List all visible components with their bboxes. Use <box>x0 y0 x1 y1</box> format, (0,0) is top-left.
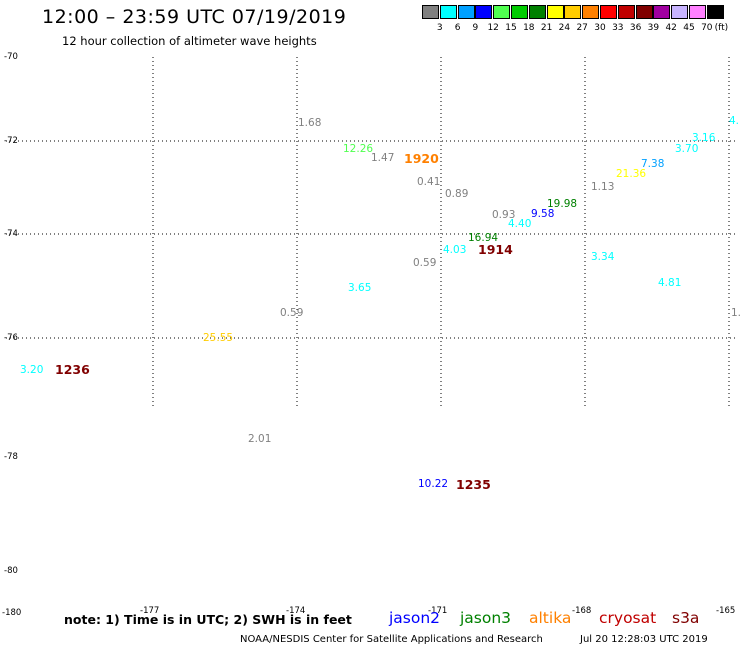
pass-time-label: 1920 <box>404 151 439 166</box>
wave-height-obs: 4. <box>729 115 740 127</box>
legend-swatch <box>439 5 457 19</box>
wave-height-obs: 0.93 <box>492 209 516 221</box>
wave-height-obs: 25.55 <box>203 332 234 344</box>
latitude-label: -76 <box>4 333 18 343</box>
wave-height-obs: 0.89 <box>445 188 469 200</box>
wave-height-obs: 1.47 <box>371 152 395 164</box>
wave-height-obs: 0.59 <box>413 257 437 269</box>
wave-height-obs: 19.98 <box>547 198 578 210</box>
pass-time-label: 1236 <box>55 362 90 377</box>
legend-label: 18 <box>523 23 535 33</box>
legend-swatch <box>671 5 689 19</box>
satellite-cryosat: cryosat <box>599 609 657 627</box>
legend-label: 24 <box>558 23 571 33</box>
legend-label: 21 <box>540 23 553 33</box>
chart-subtitle: 12 hour collection of altimeter wave hei… <box>62 34 317 48</box>
wave-height-obs: 4.03 <box>443 244 467 256</box>
wave-height-obs: 10.22 <box>418 478 449 490</box>
wave-height-obs: 16.94 <box>468 232 499 244</box>
legend-swatch <box>546 5 564 19</box>
wave-height-obs: 0.59 <box>280 307 304 319</box>
wave-height-obs: 21.36 <box>616 168 647 180</box>
legend-swatch <box>635 5 653 19</box>
legend-swatch <box>600 5 617 19</box>
pass-time-label: 1235 <box>456 477 491 492</box>
legend-swatch <box>706 5 724 19</box>
latitude-label: -78 <box>4 452 18 462</box>
satellite-altika: altika <box>529 609 572 627</box>
legend-swatch <box>511 5 528 19</box>
legend-label: 33 <box>612 23 624 33</box>
longitude-label: -165 <box>716 606 736 616</box>
legend-label: 39 <box>647 23 660 33</box>
legend-swatch <box>617 5 635 19</box>
legend-label: 9 <box>472 23 479 33</box>
longitude-label: -168 <box>572 606 592 616</box>
legend-label: 45 <box>683 23 695 33</box>
legend-label: 6 <box>454 23 461 33</box>
legend-swatch <box>689 5 706 19</box>
wave-height-obs: 2.01 <box>248 433 272 445</box>
legend-swatch <box>493 5 511 19</box>
legend-swatch <box>653 5 671 19</box>
legend-label: 12 <box>487 23 499 33</box>
longitude-label: -171 <box>428 606 448 616</box>
wave-height-obs: 0.41 <box>417 176 441 188</box>
legend-swatch <box>457 5 475 19</box>
legend-swatch <box>528 5 546 19</box>
longitude-label: -177 <box>140 606 160 616</box>
legend-swatch <box>475 5 493 19</box>
units-note: note: 1) Time is in UTC; 2) SWH is in fe… <box>64 612 352 627</box>
longitude-label: -180 <box>2 608 22 618</box>
wave-height-obs: 3.16 <box>692 132 716 144</box>
latitude-label: -74 <box>4 229 18 239</box>
satellite-s3a: s3a <box>672 609 700 627</box>
legend-unit: (ft) <box>714 23 729 33</box>
wave-height-obs: 3.34 <box>591 251 615 263</box>
wave-height-obs: 3.70 <box>675 143 699 155</box>
pass-time-label: 1914 <box>478 242 513 257</box>
wave-height-obs: 3.65 <box>348 282 372 294</box>
legend-swatch <box>422 5 439 19</box>
legend-label: 42 <box>665 23 677 33</box>
wave-height-obs: 1. <box>731 307 740 319</box>
satellite-jason3: jason3 <box>460 609 512 627</box>
legend-label: 15 <box>505 23 517 33</box>
longitude-label: -174 <box>286 606 306 616</box>
wave-height-obs: 12.26 <box>343 143 374 155</box>
legend-label: 36 <box>629 23 642 33</box>
legend-label: 3 <box>436 23 443 33</box>
wave-height-obs: 4.81 <box>658 277 682 289</box>
legend-label: 27 <box>576 23 588 33</box>
wave-height-obs: 1.68 <box>298 117 322 129</box>
wave-height-obs: 4.40 <box>508 218 532 230</box>
chart-title: 12:00 – 23:59 UTC 07/19/2019 <box>42 6 347 28</box>
credit-line: NOAA/NESDIS Center for Satellite Applica… <box>240 634 543 645</box>
wave-height-obs: 1.13 <box>591 181 615 193</box>
legend-label: 70 <box>701 23 713 33</box>
legend-swatch <box>564 5 582 19</box>
latitude-label: -80 <box>4 566 18 576</box>
latitude-label: -70 <box>4 52 18 62</box>
wave-height-obs: 3.20 <box>20 364 44 376</box>
wave-height-obs: 7.38 <box>641 158 665 170</box>
wave-height-obs: 9.58 <box>531 208 555 220</box>
legend-label: 30 <box>594 23 606 33</box>
satellite-jason2: jason2 <box>389 609 441 627</box>
generation-timestamp: Jul 20 12:28:03 UTC 2019 <box>580 634 708 645</box>
latitude-label: -72 <box>4 136 18 146</box>
legend-swatch <box>582 5 600 19</box>
